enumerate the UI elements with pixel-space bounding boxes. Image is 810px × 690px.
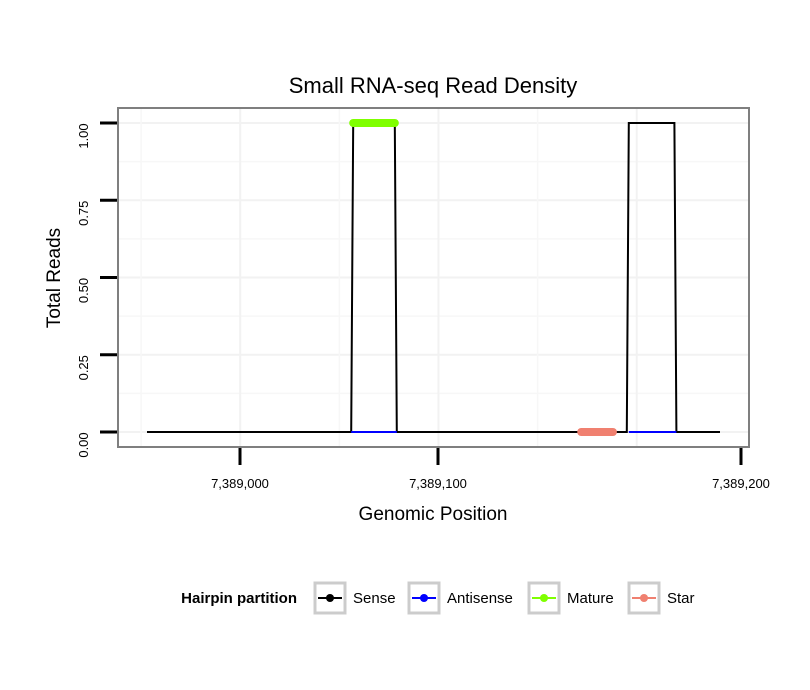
x-tick-label: 7,389,000 <box>211 476 269 491</box>
legend-title: Hairpin partition <box>181 590 297 607</box>
x-axis-title: Genomic Position <box>359 504 508 525</box>
y-axis: 0.00 0.25 0.50 0.75 1.00 <box>76 121 117 458</box>
chart-title: Small RNA-seq Read Density <box>289 73 578 98</box>
x-tick-label: 7,389,200 <box>712 476 770 491</box>
legend-label-antisense: Antisense <box>447 590 513 607</box>
legend-key-dot <box>540 594 548 602</box>
y-axis-title: Total Reads <box>44 228 65 328</box>
y-tick-label: 1.00 <box>76 123 91 148</box>
legend: Hairpin partition Sense Antisense Mature Sta… <box>181 581 695 615</box>
plot-border <box>117 107 750 448</box>
series-layer <box>147 119 720 436</box>
y-tick-label: 0.25 <box>76 355 91 380</box>
legend-label-mature: Mature <box>567 590 614 607</box>
legend-key-dot <box>326 594 334 602</box>
y-tick-label: 0.75 <box>76 201 91 226</box>
x-tick-label: 7,389,100 <box>409 476 467 491</box>
y-tick-label: 0.50 <box>76 278 91 303</box>
legend-label-star: Star <box>667 590 695 607</box>
legend-key-dot <box>640 594 648 602</box>
legend-label-sense: Sense <box>353 590 396 607</box>
x-axis: 7,389,000 7,389,100 7,389,200 <box>211 448 770 491</box>
grid-lines <box>118 108 749 447</box>
series-sense-line <box>147 122 720 433</box>
y-tick-label: 0.00 <box>76 432 91 457</box>
legend-key-dot <box>420 594 428 602</box>
plot-border-rect <box>117 107 750 448</box>
